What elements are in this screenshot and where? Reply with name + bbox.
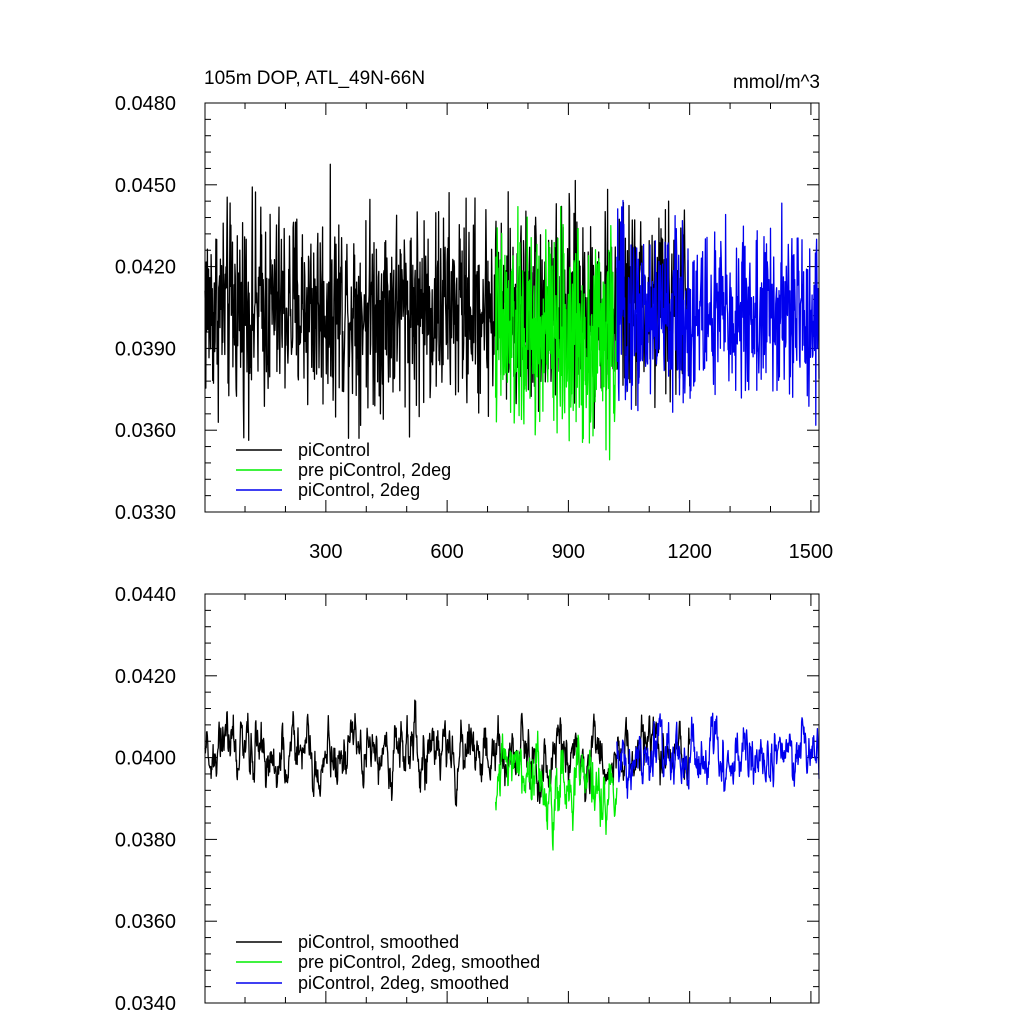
legend-label-piControl-2deg: piControl, 2deg xyxy=(298,480,420,500)
top-plot-frame xyxy=(204,102,820,513)
series-line-pre-picontrol-2deg xyxy=(494,205,618,461)
x-tick-label: 1200 xyxy=(667,541,712,563)
y-tick-label: 0.0450 xyxy=(115,175,176,197)
y-tick-label: 0.0420 xyxy=(115,666,176,688)
x-tick-label: 900 xyxy=(552,541,585,563)
bottom-axis-ticks: 0.0340 0.0360 0.0380 0.0400 0.0420 0.0440 xyxy=(115,584,819,1015)
x-tick-label: 300 xyxy=(309,541,342,563)
series-line-pre-picontrol-2deg-smoothed xyxy=(494,730,618,851)
top-title-left: 105m DOP, ATL_49N-66N xyxy=(204,68,425,89)
y-tick-label: 0.0360 xyxy=(115,420,176,442)
y-tick-label: 0.0340 xyxy=(115,993,176,1015)
legend-label-piControl: piControl xyxy=(298,440,370,460)
legend-label-pre-piControl-2deg-smoothed: pre piControl, 2deg, smoothed xyxy=(298,952,540,972)
y-tick-label: 0.0360 xyxy=(115,911,176,933)
y-tick-label: 0.0400 xyxy=(115,748,176,770)
bottom-legend: piControl, smoothed pre piControl, 2deg,… xyxy=(236,932,540,993)
top-series-lines xyxy=(204,163,820,461)
y-tick-label: 0.0380 xyxy=(115,829,176,851)
bottom-panel: 0.0340 0.0360 0.0380 0.0400 0.0420 0.0440 piC… xyxy=(115,584,820,1015)
x-tick-label: 1500 xyxy=(789,541,834,563)
x-tick-label: 600 xyxy=(430,541,463,563)
y-tick-label: 0.0390 xyxy=(115,338,176,360)
legend-label-piControl-smoothed: piControl, smoothed xyxy=(298,932,459,952)
series-line-picontrol-2deg-smoothed xyxy=(616,712,820,799)
top-title-right: mmol/m^3 xyxy=(733,72,820,93)
y-tick-label: 0.0330 xyxy=(115,502,176,524)
y-tick-label: 0.0420 xyxy=(115,257,176,279)
series-line-picontrol-2deg xyxy=(616,199,820,426)
y-tick-label: 0.0440 xyxy=(115,584,176,606)
legend-label-pre-piControl-2deg: pre piControl, 2deg xyxy=(298,460,451,480)
top-axis-ticks: 0.0330 0.0360 0.0390 0.0420 0.0450 0.0480 300 6… xyxy=(115,93,833,563)
bottom-plot-frame xyxy=(204,593,820,1004)
top-legend: piControl pre piControl, 2deg piControl,… xyxy=(236,440,451,500)
y-tick-label: 0.0480 xyxy=(115,93,176,115)
bottom-series-lines xyxy=(204,699,820,851)
legend-label-piControl-2deg-smoothed: piControl, 2deg, smoothed xyxy=(298,973,509,993)
top-panel: 105m DOP, ATL_49N-66N mmol/m^3 0.03300.0… xyxy=(115,68,833,563)
